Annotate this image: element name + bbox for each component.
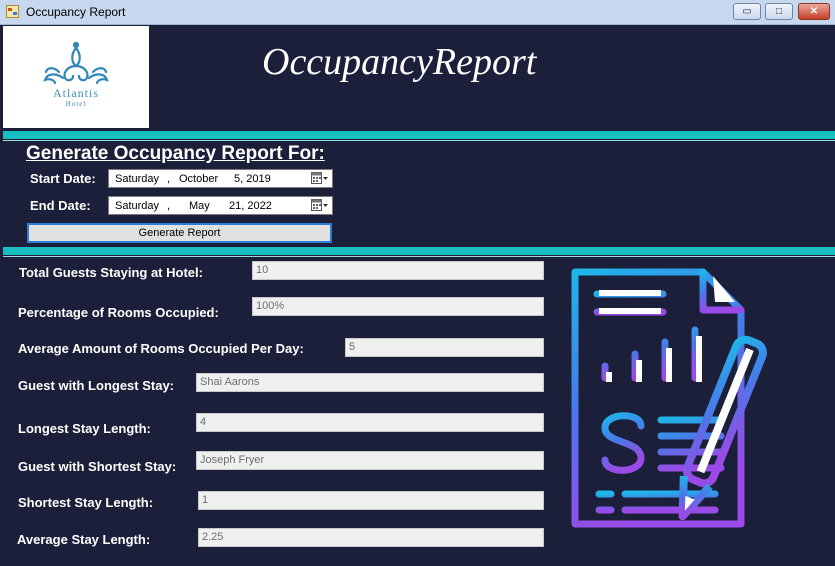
end-sep: , bbox=[167, 200, 171, 212]
window-titlebar: Occupancy Report ▭ □ ✕ bbox=[0, 0, 835, 25]
maximize-button[interactable]: □ bbox=[765, 3, 793, 20]
end-month: May bbox=[189, 200, 210, 212]
end-date-picker[interactable]: Saturday , May 21, 2022 bbox=[108, 196, 333, 215]
calendar-icon[interactable] bbox=[311, 199, 329, 212]
logo-name: Atlantis bbox=[53, 86, 99, 100]
start-date: 5, 2019 bbox=[234, 173, 271, 185]
report-document-icon bbox=[571, 268, 767, 528]
start-date-label: Start Date: bbox=[30, 171, 96, 186]
teal-divider-top bbox=[3, 131, 835, 139]
divider-line-top bbox=[3, 140, 835, 141]
end-date: 21, 2022 bbox=[229, 200, 272, 212]
start-month: October bbox=[179, 173, 219, 185]
stat-field-shortest-length[interactable]: 1 bbox=[198, 491, 544, 510]
stat-label-shortest-guest: Guest with Shortest Stay: bbox=[18, 459, 177, 474]
close-button[interactable]: ✕ bbox=[798, 3, 830, 20]
teal-divider-middle bbox=[3, 247, 835, 255]
calendar-icon[interactable] bbox=[311, 172, 329, 185]
hotel-crest-icon bbox=[43, 42, 109, 85]
stat-label-shortest-length: Shortest Stay Length: bbox=[18, 495, 154, 510]
generate-heading: Generate Occupancy Report For: bbox=[26, 143, 325, 164]
stat-field-shortest-guest[interactable]: Joseph Fryer bbox=[196, 451, 544, 470]
stat-field-average-rooms[interactable]: 5 bbox=[345, 338, 544, 357]
stat-field-average-stay[interactable]: 2.25 bbox=[198, 528, 544, 547]
hotel-logo: Atlantis Hotel bbox=[3, 26, 149, 128]
divider-line-middle bbox=[3, 256, 835, 257]
stat-field-percentage-occupied[interactable]: 100% bbox=[252, 297, 544, 316]
stat-field-total-guests[interactable]: 10 bbox=[252, 261, 544, 280]
start-sep: , bbox=[167, 173, 171, 185]
stat-field-longest-length[interactable]: 4 bbox=[196, 413, 544, 432]
stat-label-longest-length: Longest Stay Length: bbox=[18, 421, 151, 436]
app-form-icon bbox=[6, 5, 19, 18]
generate-report-button[interactable]: Generate Report bbox=[27, 223, 332, 243]
start-date-picker[interactable]: Saturday , October 5, 2019 bbox=[108, 169, 333, 188]
stat-field-longest-guest[interactable]: Shai Aarons bbox=[196, 373, 544, 392]
end-date-label: End Date: bbox=[30, 198, 91, 213]
stat-label-percentage-occupied: Percentage of Rooms Occupied: bbox=[18, 305, 219, 320]
window-title: Occupancy Report bbox=[26, 5, 126, 19]
logo-subtitle: Hotel bbox=[65, 100, 87, 108]
start-day: Saturday bbox=[115, 173, 160, 185]
end-day: Saturday bbox=[115, 200, 160, 212]
stat-label-longest-guest: Guest with Longest Stay: bbox=[18, 378, 175, 393]
stat-label-total-guests: Total Guests Staying at Hotel: bbox=[19, 265, 203, 280]
stat-label-average-rooms: Average Amount of Rooms Occupied Per Day… bbox=[18, 341, 304, 356]
page-title: OccupancyReport bbox=[262, 41, 537, 83]
minimize-button[interactable]: ▭ bbox=[733, 3, 761, 20]
stat-label-average-stay: Average Stay Length: bbox=[17, 532, 151, 547]
